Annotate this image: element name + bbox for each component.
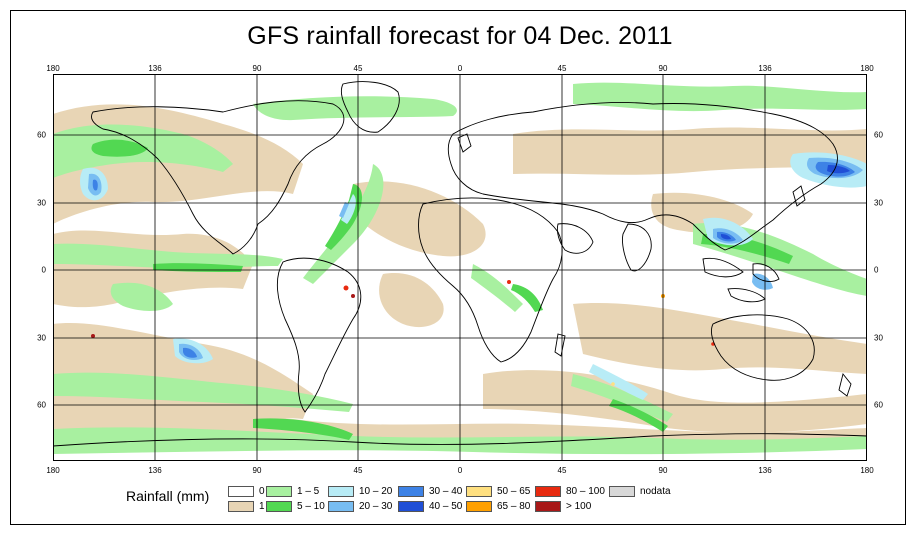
legend-label-6: 30 – 40 [429,486,463,497]
lon-tick-top: 45 [557,64,567,73]
lon-tick-bottom: 180 [46,466,60,475]
lon-tick-bottom: 180 [860,466,874,475]
legend-swatch-5 [328,501,354,512]
lon-tick-bottom: 90 [252,466,262,475]
lon-tick-top: 180 [46,64,60,73]
lon-tick-top: 90 [658,64,668,73]
legend-swatch-10 [535,486,561,497]
legend-label-8: 50 – 65 [497,486,531,497]
rain-field-40-50mm [721,165,850,240]
lat-tick-right: 30 [874,333,883,343]
lon-tick-top: 136 [758,64,772,73]
lat-tick-right: 60 [874,400,883,410]
lat-tick-left: 0 [41,265,46,275]
legend-swatch-4 [328,486,354,497]
legend-swatch-12 [609,486,635,497]
lat-tick-left: 30 [37,198,46,208]
legend-label-11: > 100 [566,501,592,512]
rain-field-5-10mm [91,139,793,440]
legend-label-9: 65 – 80 [497,501,531,512]
legend-swatch-9 [466,501,492,512]
lon-tick-top: 0 [457,64,463,73]
lon-tick-bottom: 136 [148,466,162,475]
lat-tick-right: 60 [874,130,883,140]
legend-swatch-7 [398,501,424,512]
legend-label-3: 5 – 10 [297,501,325,512]
lon-tick-bottom: 136 [758,466,772,475]
lon-tick-bottom: 45 [557,466,567,475]
legend-swatch-8 [466,486,492,497]
lon-tick-top: 180 [860,64,874,73]
legend-swatch-2 [266,486,292,497]
lat-tick-right: 30 [874,198,883,208]
legend-swatch-1 [228,501,254,512]
lon-tick-top: 136 [148,64,162,73]
lon-tick-bottom: 0 [457,466,463,475]
legend-label-5: 20 – 30 [359,501,393,512]
lat-tick-left: 30 [37,333,46,343]
coastlines [53,81,867,447]
map-title: GFS rainfall forecast for 04 Dec. 2011 [247,22,673,50]
graticule [53,74,867,461]
legend-label-7: 40 – 50 [429,501,463,512]
legend-title: Rainfall (mm) [126,488,210,504]
legend-label-0: 0 [259,486,265,497]
lat-tick-left: 60 [37,400,46,410]
legend-swatch-11 [535,501,561,512]
lon-tick-top: 45 [353,64,363,73]
lon-tick-top: 90 [252,64,262,73]
legend-label-12: nodata [640,486,671,497]
lat-tick-left: 60 [37,130,46,140]
legend-label-2: 1 – 5 [297,486,320,497]
lon-tick-bottom: 45 [353,466,363,475]
legend-swatch-6 [398,486,424,497]
figure-frame [10,10,906,525]
rainfall-map [53,74,867,461]
map-border [53,74,867,461]
legend-label-1: 1 [259,501,265,512]
rain-field-1mm [53,104,867,450]
legend-swatch-0 [228,486,254,497]
lat-tick-right: 0 [874,265,879,275]
legend-label-4: 10 – 20 [359,486,393,497]
legend-swatch-3 [266,501,292,512]
legend-label-10: 80 – 100 [566,486,605,497]
lon-tick-bottom: 90 [658,466,668,475]
